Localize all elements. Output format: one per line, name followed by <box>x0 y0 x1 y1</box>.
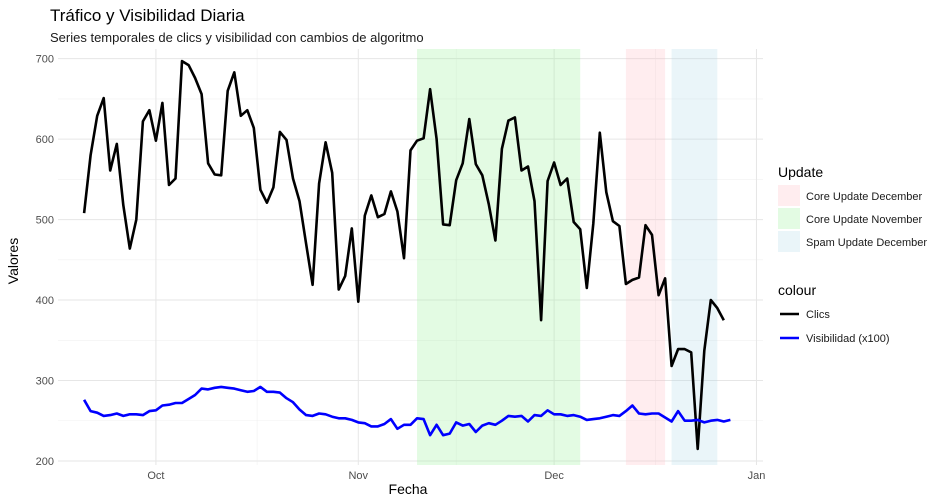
series-line <box>82 385 731 437</box>
series-line <box>82 59 725 451</box>
x-axis-ticks: Oct Nov Dec Jan <box>147 470 765 482</box>
annotation-band <box>417 49 581 465</box>
y-tick-label: 400 <box>36 295 54 307</box>
y-tick-label: 500 <box>36 215 54 227</box>
y-tick-label: 700 <box>36 54 54 66</box>
legend-colour-title: colour <box>778 282 816 298</box>
chart-title: Tráfico y Visibilidad Diaria <box>50 6 245 25</box>
y-axis-label: Valores <box>5 238 21 284</box>
y-tick-label: 200 <box>36 456 54 468</box>
legend-update: Update Core Update December Core Update N… <box>778 164 927 252</box>
annotation-band <box>625 49 666 465</box>
x-tick-label: Nov <box>348 470 368 482</box>
legend-label: Core Update December <box>806 191 923 203</box>
legend-label: Visibilidad (x100) <box>806 333 890 345</box>
grid-major <box>58 49 763 465</box>
legend-key <box>778 231 800 252</box>
series-lines <box>82 59 731 451</box>
legend-label: Spam Update December <box>806 237 927 249</box>
y-tick-label: 300 <box>36 376 54 388</box>
y-axis-ticks: 200 300 400 500 600 700 <box>36 54 54 468</box>
legend-update-title: Update <box>778 164 823 180</box>
x-tick-label: Oct <box>147 470 164 482</box>
legend-colour: colour Clics Visibilidad (x100) <box>778 282 890 345</box>
legend-label: Clics <box>806 309 830 321</box>
legend-key <box>778 185 800 206</box>
x-tick-label: Jan <box>748 470 766 482</box>
legend-label: Core Update November <box>806 214 923 226</box>
plot-area <box>58 49 763 465</box>
x-tick-label: Dec <box>544 470 564 482</box>
annotation-bands <box>417 49 718 465</box>
y-tick-label: 600 <box>36 134 54 146</box>
chart-subtitle: Series temporales de clics y visibilidad… <box>50 30 424 45</box>
x-axis-label: Fecha <box>389 481 428 497</box>
legend-key <box>778 208 800 229</box>
